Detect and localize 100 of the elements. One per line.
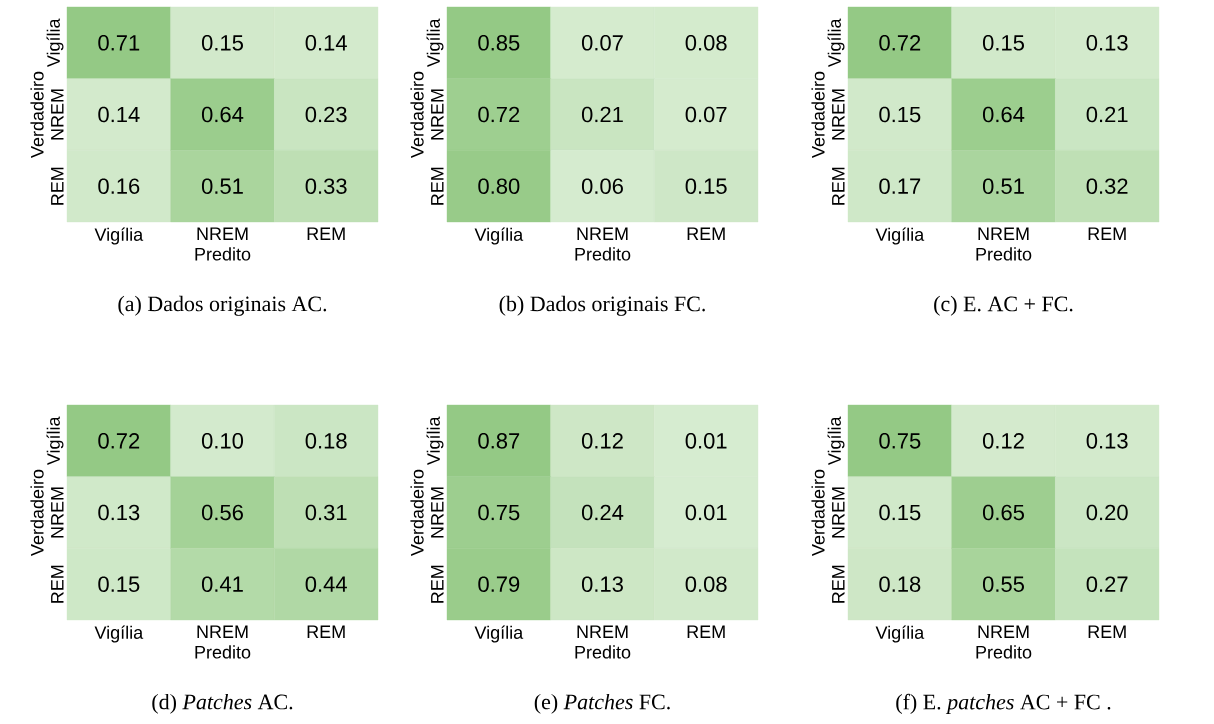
x-tick-label: REM — [687, 625, 725, 638]
x-tick-label: NREM — [978, 625, 1029, 638]
data-label: 0.24 — [581, 504, 624, 521]
data-label: 0.51 — [982, 178, 1024, 194]
data-label: 0.21 — [581, 106, 623, 123]
text: (a) Dados originais AC. — [118, 295, 327, 316]
x-axis-title: Predito — [195, 645, 251, 659]
data-label: 0.64 — [201, 106, 244, 123]
data-label: 0.13 — [581, 576, 623, 592]
x-tick-label: Vigília — [94, 227, 144, 245]
data-label: 0.15 — [685, 178, 727, 194]
y-tick-label: NREM — [431, 89, 444, 140]
x-tick-label: NREM — [577, 227, 628, 240]
text: (d) Patches AC. — [152, 693, 293, 714]
x-tick-label: REM — [307, 227, 345, 240]
data-label: 0.13 — [1086, 35, 1128, 51]
data-label: 0.12 — [581, 433, 623, 449]
x-axis-title: Predito — [575, 247, 631, 261]
data-label: 0.15 — [982, 35, 1024, 51]
text: (b) Dados originais FC. — [499, 295, 705, 316]
data-label: 0.72 — [98, 433, 140, 449]
data-label: 0.12 — [982, 433, 1024, 449]
x-tick-label: NREM — [577, 625, 628, 638]
x-tick-label: Vigília — [875, 227, 925, 245]
y-axis-title: Verdadeiro — [30, 469, 44, 556]
data-label: 0.71 — [98, 35, 140, 51]
x-tick-label: Vigília — [875, 625, 925, 643]
y-tick-label: Vigília — [827, 416, 845, 466]
data-label: 0.65 — [982, 504, 1024, 521]
x-axis-title: Predito — [976, 645, 1032, 659]
y-tick-label: NREM — [431, 487, 444, 538]
data-label: 0.18 — [879, 576, 921, 592]
data-label: 0.31 — [305, 504, 347, 521]
data-label: 0.27 — [1086, 576, 1128, 592]
data-label: 0.14 — [305, 35, 347, 51]
x-tick-label: Vigília — [474, 227, 524, 245]
x-tick-label: REM — [1088, 625, 1126, 638]
y-axis-title: Verdadeiro — [30, 71, 44, 158]
y-tick-label: REM — [51, 167, 64, 205]
x-axis-title: Predito — [976, 247, 1032, 261]
data-label: 0.75 — [478, 504, 520, 521]
data-label: 0.18 — [305, 433, 347, 449]
y-axis-title: Verdadeiro — [811, 469, 825, 556]
y-axis-title: Verdadeiro — [410, 469, 424, 556]
data-label: 0.75 — [879, 433, 921, 449]
data-label: 0.07 — [685, 106, 727, 123]
data-label: 0.72 — [879, 35, 921, 51]
x-tick-label: NREM — [197, 625, 248, 638]
y-tick-label: REM — [431, 167, 444, 205]
data-label: 0.56 — [201, 504, 243, 521]
data-label: 0.21 — [1086, 106, 1128, 123]
x-tick-label: Vigília — [94, 625, 144, 643]
data-label: 0.10 — [201, 433, 244, 449]
data-label: 0.01 — [685, 504, 727, 521]
text: (f) E. patches AC + FC . — [896, 693, 1111, 714]
y-tick-label: NREM — [51, 89, 64, 140]
y-tick-label: Vigília — [46, 18, 64, 68]
data-label: 0.79 — [478, 576, 520, 592]
data-label: 0.15 — [879, 504, 921, 521]
text: (c) E. AC + FC. — [934, 295, 1073, 316]
y-tick-label: Vigília — [426, 416, 444, 466]
data-label: 0.87 — [478, 433, 520, 449]
data-label: 0.15 — [98, 576, 140, 592]
data-label: 0.23 — [305, 106, 347, 123]
data-label: 0.55 — [982, 576, 1024, 592]
data-label: 0.16 — [98, 178, 140, 194]
data-label: 0.13 — [98, 504, 140, 521]
data-label: 0.85 — [478, 35, 520, 51]
data-label: 0.17 — [879, 178, 921, 194]
y-tick-label: Vigília — [46, 416, 64, 466]
y-tick-label: Vigília — [426, 18, 444, 68]
y-tick-label: REM — [51, 565, 64, 603]
data-label: 0.01 — [685, 433, 727, 449]
x-tick-label: REM — [307, 625, 345, 638]
x-tick-label: NREM — [978, 227, 1029, 240]
data-label: 0.72 — [478, 106, 520, 123]
data-label: 0.80 — [478, 178, 520, 194]
y-tick-label: NREM — [832, 89, 845, 140]
x-tick-label: REM — [1088, 227, 1126, 240]
data-label: 0.14 — [98, 106, 140, 123]
data-label: 0.33 — [305, 178, 347, 194]
data-label: 0.32 — [1086, 178, 1128, 194]
x-tick-label: Vigília — [474, 625, 524, 643]
data-label: 0.41 — [201, 576, 243, 592]
data-label: 0.08 — [685, 576, 727, 592]
data-label: 0.07 — [581, 35, 623, 51]
data-label: 0.15 — [879, 106, 921, 123]
x-axis-title: Predito — [195, 247, 251, 261]
text: (e) Patches FC. — [534, 693, 670, 714]
data-label: 0.44 — [305, 576, 347, 592]
x-tick-label: NREM — [197, 227, 248, 240]
data-label: 0.06 — [581, 178, 623, 194]
y-tick-label: REM — [832, 565, 845, 603]
y-tick-label: NREM — [51, 487, 64, 538]
data-label: 0.64 — [982, 106, 1025, 123]
data-label: 0.08 — [685, 35, 727, 51]
data-label: 0.13 — [1086, 433, 1128, 449]
y-tick-label: REM — [431, 565, 444, 603]
y-axis-title: Verdadeiro — [811, 71, 825, 158]
x-axis-title: Predito — [575, 645, 631, 659]
